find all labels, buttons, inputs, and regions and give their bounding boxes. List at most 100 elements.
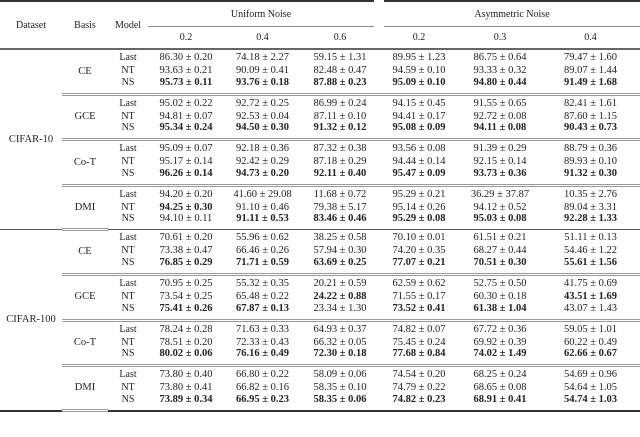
- result-cell: 10.35 ± 2.76: [541, 185, 640, 202]
- result-value: 87.32 ± 0.38: [313, 143, 367, 155]
- result-value: 93.56 ± 0.08: [392, 143, 446, 155]
- result-cell: 93.63 ± 0.21: [148, 65, 224, 77]
- model-label: NT: [121, 382, 135, 394]
- result-value: 92.18 ± 0.36: [235, 143, 289, 155]
- result-cell: 95.09 ± 0.10: [379, 76, 460, 96]
- result-value: 74.54 ± 0.20: [392, 369, 446, 381]
- table-row: NT 94.25 ± 0.30 91.10 ± 0.46 79.38 ± 5.17 95…: [0, 202, 640, 214]
- best-result-value: 70.51 ± 0.30: [473, 256, 527, 268]
- result-value: 82.48 ± 0.47: [313, 65, 367, 76]
- best-result-value: 74.02 ± 1.49: [473, 348, 527, 360]
- table-row: NT 93.63 ± 0.21 90.09 ± 0.41 82.48 ± 0.47 94…: [0, 65, 640, 77]
- model-label: Last: [119, 323, 137, 335]
- result-cell: 95.29 ± 0.08: [379, 213, 460, 231]
- result-cell: 71.55 ± 0.17: [379, 291, 459, 303]
- result-cell: 94.44 ± 0.14: [379, 156, 459, 168]
- result-value: 95.17 ± 0.14: [159, 156, 213, 168]
- result-cell: 68.91 ± 0.41: [459, 393, 542, 412]
- model-label: NT: [121, 336, 135, 348]
- result-cell: 75.41 ± 0.26: [148, 302, 224, 322]
- model-label: Last: [119, 232, 137, 244]
- result-cell: 72.30 ± 0.18: [301, 348, 380, 368]
- result-cell: 66.32 ± 0.05: [301, 337, 379, 349]
- table-row: NS 94.10 ± 0.11 91.11 ± 0.53 83.46 ± 0.46 95…: [0, 213, 640, 231]
- model-label: NT: [121, 65, 135, 76]
- best-result-value: 55.61 ± 1.56: [564, 256, 618, 268]
- result-value: 60.22 ± 0.49: [564, 336, 618, 348]
- result-value: 60.30 ± 0.18: [473, 290, 527, 302]
- result-value: 94.20 ± 0.20: [159, 188, 213, 200]
- result-value: 74.79 ± 0.22: [392, 382, 446, 394]
- result-cell: 24.22 ± 0.88: [301, 291, 379, 303]
- result-cell: 89.95 ± 1.23: [379, 49, 459, 65]
- best-result-value: 83.46 ± 0.46: [313, 213, 367, 225]
- result-cell: 95.02 ± 0.22: [148, 94, 224, 111]
- model-label: Last: [119, 143, 137, 155]
- result-cell: 70.51 ± 0.30: [459, 256, 542, 276]
- table-row: DMI Last 73.80 ± 0.40 66.80 ± 0.22 58.09 ± 0…: [0, 365, 640, 413]
- basis-label: DMI: [62, 185, 108, 232]
- result-value: 41.60 ± 29.08: [233, 188, 292, 200]
- dataset-label: CIFAR-100: [0, 229, 62, 412]
- result-cell: 91.49 ± 1.68: [541, 76, 640, 96]
- result-cell: 58.09 ± 0.06: [301, 366, 379, 383]
- result-value: 51.11 ± 0.13: [564, 232, 617, 244]
- result-cell: 54.46 ± 1.22: [541, 245, 640, 257]
- result-cell: 43.51 ± 1.69: [541, 291, 640, 303]
- result-value: 52.75 ± 0.50: [473, 277, 527, 289]
- result-cell: 54.69 ± 0.96: [541, 366, 640, 383]
- model-label: Last: [119, 97, 137, 109]
- result-value: 74.82 ± 0.07: [392, 323, 446, 335]
- result-cell: 77.68 ± 0.84: [379, 348, 460, 368]
- result-cell: 95.17 ± 0.14: [148, 156, 224, 168]
- result-cell: 54.64 ± 1.05: [541, 382, 640, 394]
- result-cell: 93.33 ± 0.32: [459, 65, 541, 77]
- result-cell: 68.25 ± 0.24: [459, 366, 541, 383]
- result-value: 58.09 ± 0.06: [313, 369, 367, 381]
- result-cell: 91.11 ± 0.53: [224, 213, 301, 231]
- result-cell: 73.80 ± 0.41: [148, 382, 224, 394]
- result-value: 95.14 ± 0.26: [392, 201, 446, 213]
- result-value: 86.30 ± 0.20: [159, 52, 213, 63]
- rate-header: 0.6: [301, 26, 380, 50]
- result-value: 58.35 ± 0.10: [313, 382, 367, 394]
- basis-label: DMI: [62, 365, 108, 413]
- best-result-value: 94.50 ± 0.30: [235, 122, 289, 134]
- result-value: 94.59 ± 0.10: [392, 65, 446, 76]
- rate-header: 0.2: [148, 26, 224, 50]
- result-cell: 66.80 ± 0.22: [224, 366, 301, 383]
- result-value: 43.07 ± 1.43: [564, 302, 618, 314]
- result-cell: 57.94 ± 0.30: [301, 245, 379, 257]
- best-result-value: 95.34 ± 0.24: [159, 122, 213, 134]
- result-cell: 93.56 ± 0.08: [379, 140, 459, 157]
- table-row: CIFAR-100 CE Last 70.61 ± 0.20 55.96 ± 0.62 3…: [0, 229, 640, 412]
- result-cell: 86.75 ± 0.64: [459, 49, 541, 65]
- result-cell: 64.93 ± 0.37: [301, 320, 379, 337]
- result-value: 75.45 ± 0.24: [392, 336, 446, 348]
- basis-label: GCE: [62, 94, 108, 142]
- result-cell: 92.42 ± 0.29: [224, 156, 301, 168]
- model-label: NS: [108, 76, 148, 96]
- result-value: 95.09 ± 0.07: [159, 143, 213, 155]
- result-cell: 82.48 ± 0.47: [301, 65, 379, 77]
- result-cell: 74.18 ± 2.27: [224, 49, 301, 65]
- table-row: NT 78.51 ± 0.20 72.33 ± 0.43 66.32 ± 0.05 75…: [0, 337, 640, 349]
- result-cell: 89.07 ± 1.44: [541, 65, 640, 77]
- result-cell: 67.72 ± 0.36: [459, 320, 541, 337]
- result-cell: 58.35 ± 0.10: [301, 382, 379, 394]
- result-cell: 90.09 ± 0.41: [224, 65, 301, 77]
- dataset-label: CIFAR-10: [0, 49, 62, 231]
- table-row: NS 96.26 ± 0.14 94.73 ± 0.20 92.11 ± 0.40 95…: [0, 167, 640, 187]
- result-value: 86.75 ± 0.64: [473, 52, 527, 63]
- best-result-value: 73.52 ± 0.41: [392, 302, 446, 314]
- result-value: 73.80 ± 0.41: [159, 382, 213, 394]
- result-cell: 73.54 ± 0.25: [148, 291, 224, 303]
- result-cell: 92.72 ± 0.08: [459, 111, 541, 123]
- result-cell: 36.29 ± 37.87: [459, 185, 541, 202]
- best-result-value: 80.02 ± 0.06: [159, 348, 213, 360]
- best-result-value: 94.80 ± 0.44: [473, 76, 527, 88]
- result-cell: 65.48 ± 0.22: [224, 291, 301, 303]
- table-row: CIFAR-10 CE Last 86.30 ± 0.20 74.18 ± 2.27 59…: [0, 49, 640, 231]
- best-result-value: 95.09 ± 0.10: [392, 76, 446, 88]
- result-cell: 94.12 ± 0.52: [459, 202, 541, 214]
